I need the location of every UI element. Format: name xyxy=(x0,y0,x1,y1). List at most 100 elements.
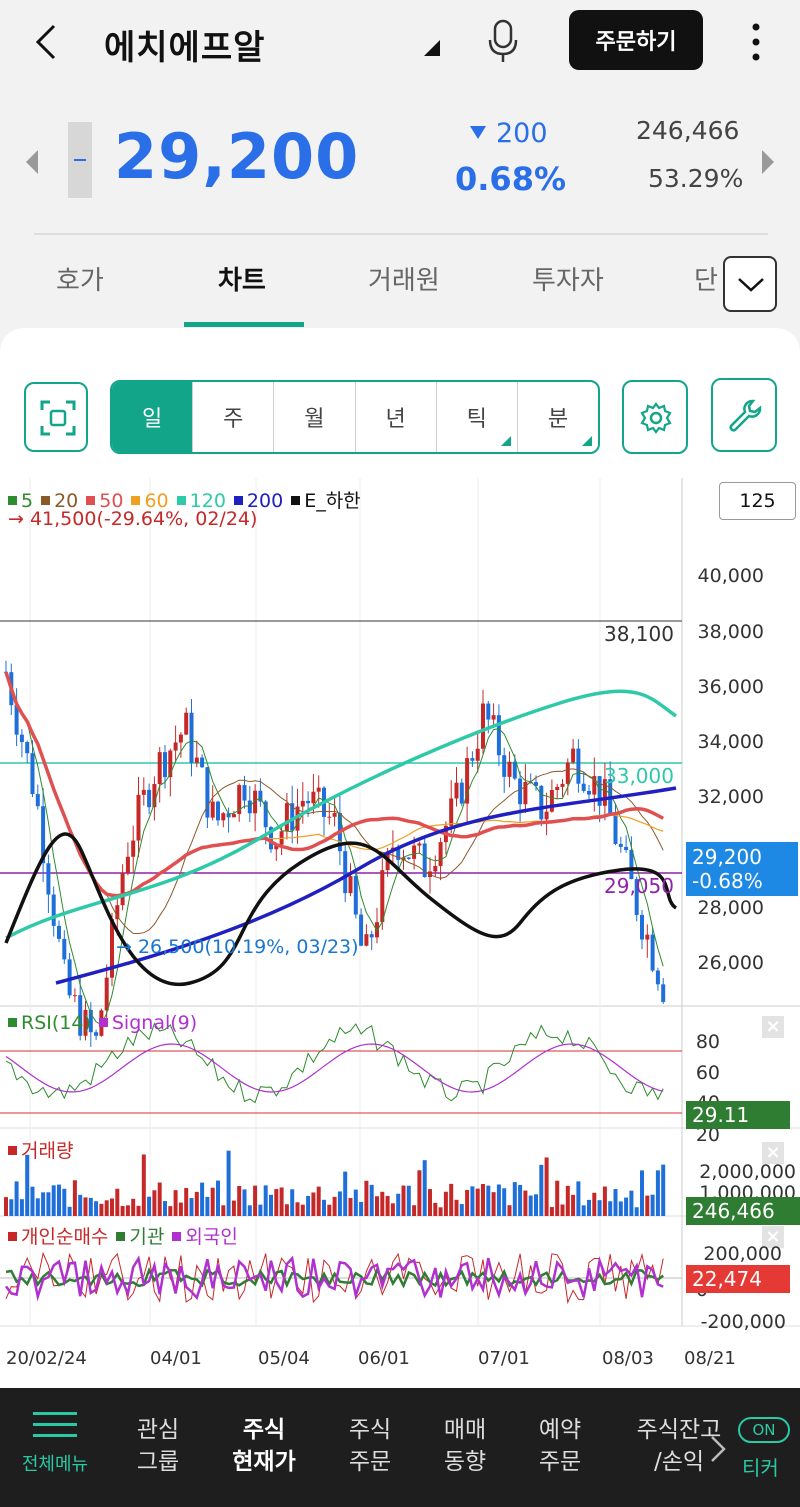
volume-bar xyxy=(290,1189,295,1216)
volume-bar xyxy=(343,1171,348,1216)
nav-reserved-order[interactable]: 예약 주문 xyxy=(538,1417,582,1475)
nav-current-price[interactable]: 주식 현재가 xyxy=(232,1417,296,1475)
rsi-close-icon[interactable]: × xyxy=(762,1016,784,1038)
volume-bar xyxy=(428,1189,432,1216)
volume-bar xyxy=(359,1201,364,1216)
microphone-icon[interactable] xyxy=(486,18,520,64)
ticker-toggle[interactable]: ON xyxy=(738,1417,790,1443)
volume-bar xyxy=(67,1206,72,1216)
nav-watch-group[interactable]: 관심 그룹 xyxy=(136,1417,180,1475)
volume-bar xyxy=(332,1196,337,1216)
candle-body xyxy=(364,934,369,946)
volume-bar xyxy=(449,1183,454,1216)
volume-bar xyxy=(237,1185,242,1216)
stock-dropdown-icon[interactable] xyxy=(424,40,440,56)
tabs-expand-button[interactable] xyxy=(723,256,777,312)
volume-bar xyxy=(200,1182,205,1216)
candle-body xyxy=(300,800,305,807)
candle-body xyxy=(523,782,528,805)
candle-body xyxy=(592,776,597,795)
candle-body xyxy=(555,786,560,790)
order-button[interactable]: 주문하기 xyxy=(569,10,703,70)
volume-bar xyxy=(168,1206,173,1216)
chart-tools-button[interactable] xyxy=(711,378,777,452)
stock-chart[interactable] xyxy=(0,478,800,1388)
period-minute[interactable]: 분 xyxy=(518,382,598,452)
volume-bar xyxy=(507,1205,512,1216)
tab-hoga[interactable]: 호가 xyxy=(56,266,104,296)
volume-bar xyxy=(396,1193,401,1216)
candle-body xyxy=(62,938,67,960)
volume-bar xyxy=(104,1200,109,1216)
current-price-tag: 29,200 -0.68% xyxy=(686,842,798,896)
candle-body xyxy=(205,767,210,818)
volume-bar xyxy=(279,1187,284,1216)
volume-bar xyxy=(115,1188,120,1216)
price-tag-pct: -0.68% xyxy=(692,869,763,893)
tab-more-partial[interactable]: 단 xyxy=(694,266,718,296)
candle-body xyxy=(353,876,358,915)
all-menu-button[interactable]: 전체메뉴 xyxy=(10,1410,100,1476)
period-day[interactable]: 일 xyxy=(112,382,194,452)
candle-body xyxy=(412,845,417,859)
period-month[interactable]: 월 xyxy=(274,382,356,452)
tab-investor[interactable]: 투자자 xyxy=(532,266,604,296)
candle-count-box[interactable]: 125 xyxy=(719,482,796,520)
candle-body xyxy=(343,851,348,894)
volume-bar xyxy=(481,1184,485,1216)
candle-body xyxy=(25,742,30,754)
foreigner-line xyxy=(5,1255,664,1302)
next-stock-icon[interactable] xyxy=(762,150,774,174)
period-week[interactable]: 주 xyxy=(193,382,275,452)
nav-balance[interactable]: 주식잔고/손익 xyxy=(636,1417,722,1475)
volume-bar xyxy=(602,1186,607,1216)
x-label-jun: 06/01 xyxy=(358,1348,410,1369)
volume-bar xyxy=(555,1180,560,1216)
prev-stock-icon[interactable] xyxy=(26,150,38,174)
stock-title[interactable]: 에치에프알 xyxy=(104,28,266,68)
candle-body xyxy=(226,813,231,818)
volume-bar xyxy=(88,1197,93,1216)
volume-bar xyxy=(406,1185,411,1216)
investors-legend: 개인순매수 기관 외국인 xyxy=(8,1222,246,1249)
ticker-label[interactable]: 티커 xyxy=(742,1456,779,1480)
volume-bar xyxy=(629,1190,634,1216)
candle-body xyxy=(507,761,512,777)
volume-bar xyxy=(173,1190,178,1216)
ma50-line xyxy=(4,671,665,898)
candle-body xyxy=(396,847,401,860)
nav-stock-order[interactable]: 주식 주문 xyxy=(348,1417,392,1475)
chevron-right-icon[interactable] xyxy=(708,1434,728,1464)
nav-trade-trend[interactable]: 매매 동향 xyxy=(443,1417,487,1475)
period-year[interactable]: 년 xyxy=(356,382,437,452)
candle-body xyxy=(184,712,189,735)
more-icon[interactable] xyxy=(746,20,766,64)
candle-body xyxy=(459,782,464,804)
candle-body xyxy=(104,977,109,1011)
candle-body xyxy=(19,734,24,743)
volume-bar xyxy=(295,1202,300,1216)
bottom-nav xyxy=(0,1388,800,1507)
candle-body xyxy=(258,790,263,802)
period-tick[interactable]: 틱 xyxy=(437,382,518,452)
high-annotation: → 41,500(-29.64%, 02/24) xyxy=(8,508,258,530)
investors-close-icon[interactable]: × xyxy=(762,1226,784,1248)
tab-chart[interactable]: 차트 xyxy=(218,266,266,296)
candle-body xyxy=(46,863,51,895)
candle-body xyxy=(369,934,374,938)
legend-ma200: 200 xyxy=(233,490,283,512)
tab-broker[interactable]: 거래원 xyxy=(368,266,440,296)
chart-settings-button[interactable] xyxy=(622,380,688,454)
legend-ma60: 60 xyxy=(131,490,169,512)
volume-bar xyxy=(655,1170,660,1216)
legend-signal: Signal(9) xyxy=(98,1012,197,1034)
volume-pct: 53.29% xyxy=(648,164,744,193)
fullscreen-button[interactable] xyxy=(24,382,88,452)
back-icon[interactable] xyxy=(30,22,66,62)
candle-body xyxy=(141,789,146,795)
volume-bar xyxy=(205,1196,210,1216)
candle-body xyxy=(481,703,485,749)
candle-body xyxy=(242,785,247,801)
price-change-value: 200 xyxy=(496,118,548,149)
volume-close-icon[interactable]: × xyxy=(762,1142,784,1164)
